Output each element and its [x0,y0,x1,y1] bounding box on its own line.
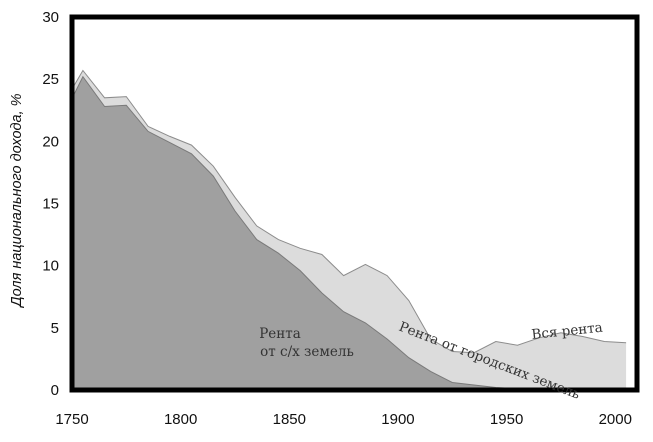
series-line-total-rent [73,69,627,354]
series-area-urban-rent [74,70,627,389]
y-tick-label: 0 [51,382,59,399]
y-tick-label: 30 [42,9,59,26]
x-tick-label: 2000 [599,411,632,428]
y-tick-label: 10 [42,258,59,275]
y-axis-label: Доля национального дохода, % [9,93,25,308]
y-axis-ticks: 0 5 10 15 20 25 30 [42,9,59,399]
series-area-agricultural-rent [74,76,627,390]
y-tick-label: 25 [42,71,59,88]
annotation-agri-line1: Рента [259,326,301,342]
annotation-agri-line2: от с/х земель [260,344,354,360]
y-tick-label: 20 [42,133,59,150]
x-tick-label: 1750 [55,411,88,428]
area-layer [73,69,627,390]
annotation-agricultural-rent: Рента от с/х земель [259,326,354,360]
x-tick-label: 1800 [164,411,197,428]
x-tick-label: 1850 [273,411,306,428]
y-tick-label: 5 [51,320,59,337]
annotation-total-rent: Вся рента [531,320,604,343]
x-tick-label: 1900 [381,411,414,428]
x-axis-ticks: 1750 1800 1850 1900 1950 2000 [55,411,632,428]
x-tick-label: 1950 [490,411,523,428]
y-tick-label: 15 [42,196,59,213]
plot-frame [69,14,640,393]
